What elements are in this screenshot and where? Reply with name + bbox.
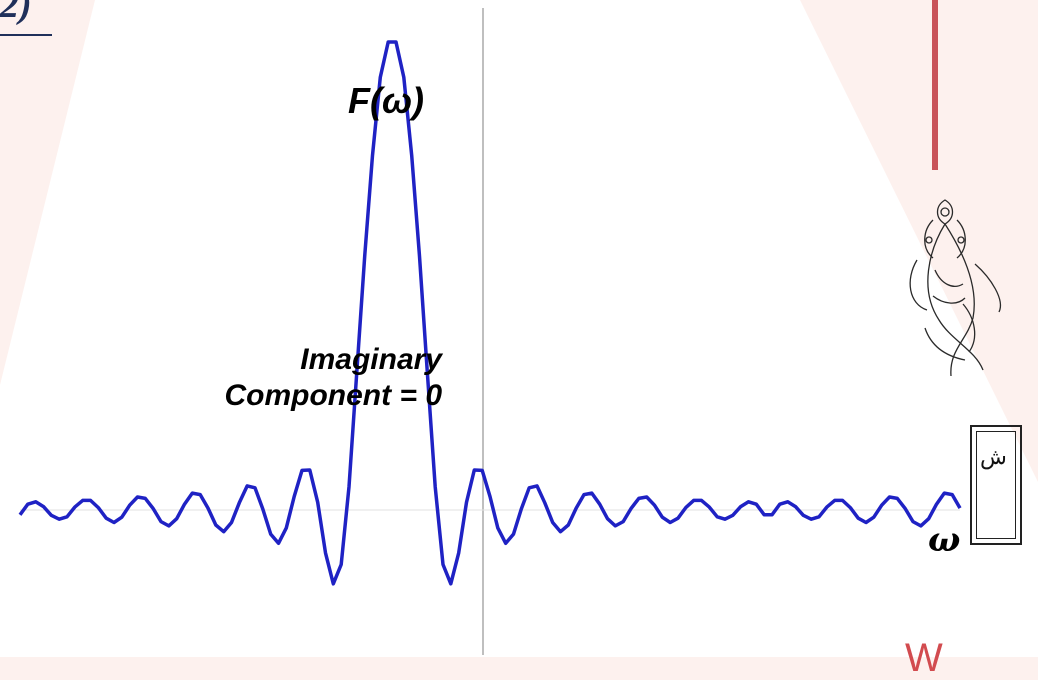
corner-underline — [0, 34, 52, 36]
y-axis-label: F(ω) — [348, 80, 424, 122]
white-panel — [0, 0, 1038, 657]
accent-red-bar — [932, 0, 938, 170]
annotation-line-2: Component = 0 — [130, 378, 442, 414]
bottom-red-mark: W — [905, 638, 943, 678]
x-axis-label: ω — [928, 520, 960, 560]
framed-glyph-box: ش — [970, 425, 1022, 545]
annotation-line-1: Imaginary — [130, 342, 442, 378]
chart-annotation: Imaginary Component = 0 — [130, 342, 442, 414]
slide-canvas — [0, 0, 1038, 657]
corner-heading-fragment: 2) — [0, 0, 32, 24]
framed-glyph: ش — [980, 445, 1007, 470]
